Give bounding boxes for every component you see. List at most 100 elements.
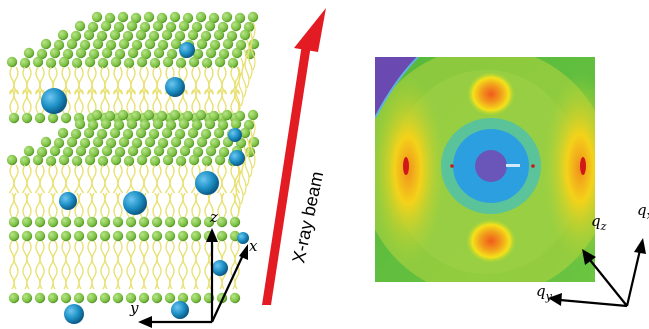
right-side-peak <box>542 73 595 263</box>
lipid-tail <box>130 164 136 194</box>
lipid-tail <box>9 164 15 194</box>
lipid-head <box>165 119 177 131</box>
lipid-tail <box>191 240 197 290</box>
lipid-tail <box>126 164 132 194</box>
lipid-tail <box>48 192 54 218</box>
lipid-head <box>164 216 176 228</box>
lipid-head <box>32 56 44 68</box>
lipid-head <box>188 56 200 68</box>
lipid-head <box>153 47 165 59</box>
lipid-head <box>87 21 99 33</box>
lipid-head <box>86 292 98 304</box>
lipid-head <box>73 230 85 242</box>
lipid-head <box>112 216 124 228</box>
lipid-head <box>112 230 124 242</box>
lipid-head <box>32 154 44 166</box>
lipid-head <box>195 109 207 121</box>
lipid-head <box>66 38 78 50</box>
lipid-tail <box>195 66 201 95</box>
lipid-tail <box>156 164 162 194</box>
lipid-head <box>196 136 208 148</box>
lipid-tail <box>39 192 45 218</box>
lipid-head <box>177 216 189 228</box>
lipid-tail <box>235 164 241 214</box>
lipid-tail <box>156 66 162 95</box>
lipid-head <box>177 230 189 242</box>
lipid-head <box>213 127 225 139</box>
lipid-head <box>222 38 234 50</box>
lipid-head <box>174 128 186 140</box>
lipid-head <box>170 38 182 50</box>
lipid-tail <box>234 164 240 194</box>
qz-axis-line <box>589 259 628 307</box>
lipid-head <box>125 216 137 228</box>
qx-axis-line <box>625 249 642 307</box>
lipid-head <box>117 109 129 121</box>
lipid-head <box>151 216 163 228</box>
lipid-head <box>84 154 96 166</box>
right-sharp-peak <box>580 157 586 175</box>
lipid-head <box>187 29 199 41</box>
lipid-head <box>99 292 111 304</box>
lipid-head <box>239 127 251 139</box>
lipid-head <box>92 38 104 50</box>
lipid-head <box>138 216 150 228</box>
lipid-head <box>214 56 226 68</box>
lipid-head <box>47 230 59 242</box>
lipid-head <box>45 155 57 167</box>
lipid-tail <box>152 192 158 218</box>
lipid-head <box>99 230 111 242</box>
lipid-head <box>130 12 142 24</box>
lipid-head <box>114 146 126 158</box>
lipid-tail <box>100 240 106 290</box>
lipid-head <box>174 30 186 42</box>
lipid-head <box>221 11 233 23</box>
lipid-bilayer-stack <box>6 11 260 324</box>
lipid-head <box>86 230 98 242</box>
lipid-head <box>161 127 173 139</box>
lipid-head <box>191 21 203 33</box>
lipid-head <box>227 57 239 69</box>
lipid-tail <box>78 192 84 218</box>
lipid-head <box>152 20 164 32</box>
lipid-tail <box>78 164 84 194</box>
lipid-head <box>21 216 33 228</box>
lipid-head <box>200 128 212 140</box>
lipid-head <box>112 292 124 304</box>
lipid-tail <box>221 164 227 194</box>
lipid-tail <box>191 192 197 218</box>
lipid-tail <box>61 240 67 290</box>
lipid-head <box>6 56 18 68</box>
right-inner-dot <box>531 164 535 168</box>
lipid-tail <box>91 192 97 218</box>
lipid-head <box>114 48 126 60</box>
lipid-head <box>166 48 178 60</box>
lipid-tail <box>61 164 67 194</box>
lipid-tail <box>104 240 110 290</box>
lipid-head <box>19 57 31 69</box>
lipid-head <box>99 216 111 228</box>
lipid-tail <box>217 192 223 218</box>
lipid-tail <box>91 240 97 290</box>
lipid-tail <box>130 240 136 290</box>
lipid-head <box>209 137 221 149</box>
lipid-head <box>140 146 152 158</box>
lipid-head <box>164 230 176 242</box>
lipid-tail <box>65 164 71 194</box>
lipid-head <box>151 292 163 304</box>
lipid-tail <box>208 66 214 95</box>
lipid-tail <box>204 240 210 290</box>
lipid-head <box>169 109 181 121</box>
lipid-head <box>144 136 156 148</box>
lipid-head <box>73 292 85 304</box>
lipid-tail <box>208 88 214 114</box>
lipid-head <box>148 30 160 42</box>
lipid-head <box>34 292 46 304</box>
lipid-head <box>175 155 187 167</box>
lipid-tail <box>22 88 28 114</box>
lipid-head <box>127 145 139 157</box>
lipid-tail <box>117 192 123 218</box>
lipid-tail <box>130 66 136 95</box>
lipid-head <box>135 127 147 139</box>
lipid-head <box>71 57 83 69</box>
